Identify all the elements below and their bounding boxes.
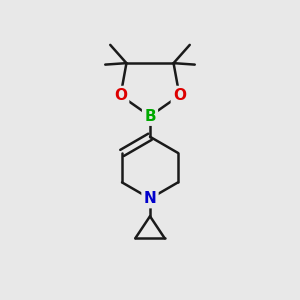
Text: B: B [144, 109, 156, 124]
Text: O: O [114, 88, 127, 103]
Text: N: N [144, 191, 156, 206]
Text: O: O [173, 88, 186, 103]
